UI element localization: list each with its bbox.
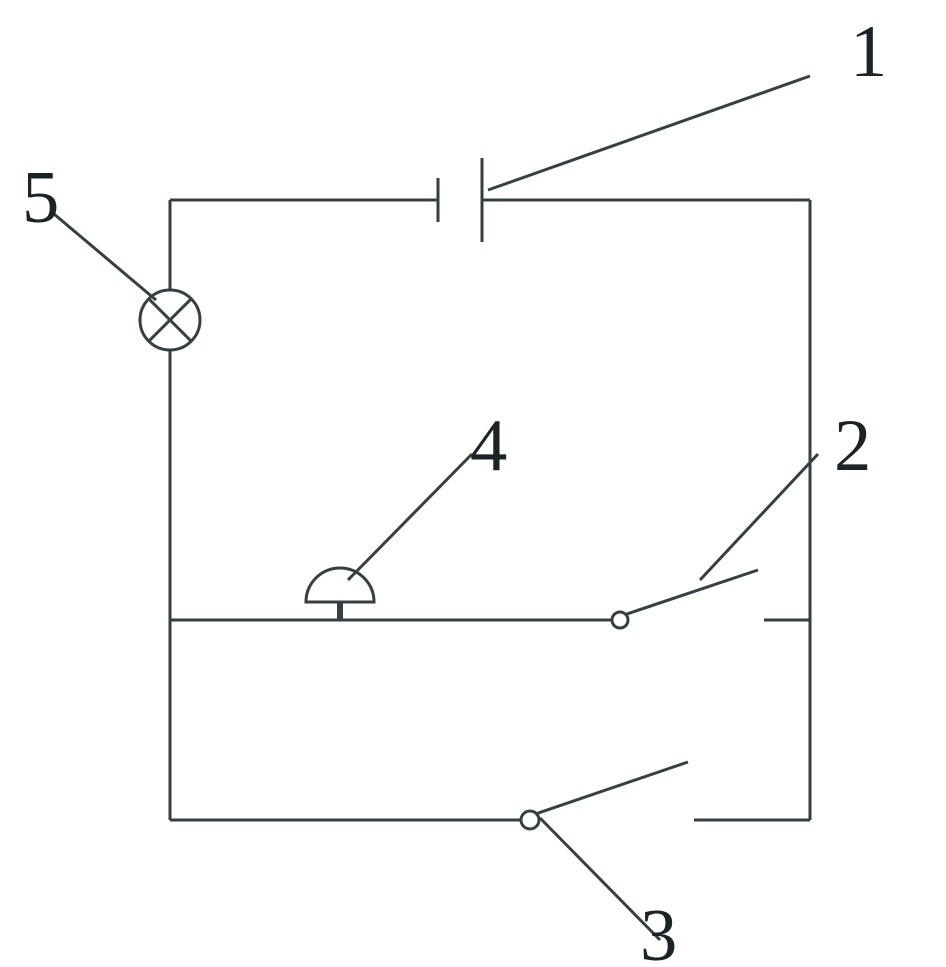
label-l3: 3 [640,894,677,967]
leader-l1 [488,76,810,190]
switch-s2-arm [536,762,688,814]
buzzer-dome [306,568,374,602]
leader-l5 [54,214,156,300]
switch-s1-arm [626,570,758,614]
leader-l4 [348,454,472,580]
label-l2: 2 [834,404,871,487]
label-l4: 4 [470,404,507,487]
leader-l2 [700,454,818,580]
label-l5: 5 [22,156,59,239]
label-l1: 1 [850,10,887,93]
